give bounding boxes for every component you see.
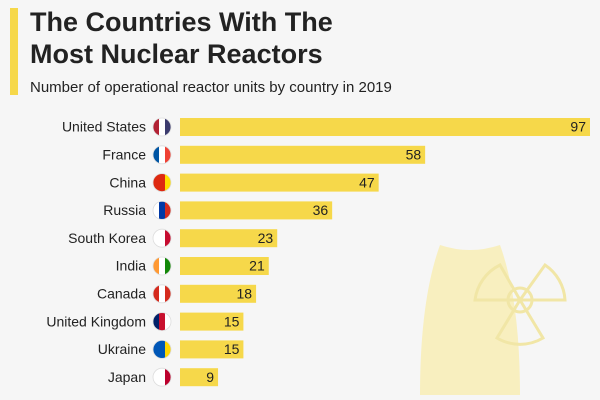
bar <box>180 173 379 192</box>
category-label: France <box>102 147 146 163</box>
flag-stripe <box>159 201 166 220</box>
flag-icon <box>152 173 172 193</box>
flag-stripe <box>153 229 160 248</box>
flag-stripe <box>159 368 166 387</box>
flag-stripe <box>159 118 166 136</box>
flag-stripe <box>159 312 166 331</box>
chart-subtitle: Number of operational reactor units by c… <box>30 79 392 96</box>
value-label: 15 <box>224 341 240 357</box>
flag-icon <box>152 200 172 220</box>
value-label: 15 <box>224 313 240 329</box>
flag-icon <box>152 367 172 387</box>
category-label: Canada <box>97 286 146 302</box>
bar <box>180 257 269 275</box>
flag-stripe <box>153 368 160 387</box>
value-label: 9 <box>206 369 214 385</box>
bar <box>180 312 244 331</box>
accent-bar <box>10 8 18 95</box>
flag-border <box>152 117 172 137</box>
value-label: 47 <box>359 174 375 190</box>
flag-stripe <box>159 284 166 303</box>
flag-icon <box>152 117 172 137</box>
flag-stripe <box>159 257 166 275</box>
flag-border <box>152 367 172 387</box>
category-label: United States <box>62 119 146 135</box>
flag-stripe <box>153 145 160 164</box>
flag-icon <box>152 339 172 359</box>
bar <box>180 340 244 359</box>
flag-stripe <box>165 145 171 164</box>
flag-stripe <box>165 118 171 136</box>
flag-stripe <box>153 257 160 275</box>
category-label: Japan <box>108 369 146 385</box>
flag-icon <box>152 145 172 165</box>
flag-stripe <box>153 312 160 331</box>
flag-stripe <box>165 173 171 192</box>
value-label: 18 <box>237 286 253 302</box>
value-label: 23 <box>258 230 274 246</box>
flag-icon <box>152 312 172 332</box>
flag-icon <box>152 228 172 248</box>
flag-stripe <box>159 173 166 192</box>
bar <box>180 118 590 136</box>
flag-stripe <box>159 229 166 248</box>
flag-border <box>152 312 172 332</box>
chart-title: The Countries With The <box>30 7 333 37</box>
flag-stripe <box>165 201 171 220</box>
chart-title: Most Nuclear Reactors <box>30 39 323 69</box>
flag-stripe <box>153 118 160 136</box>
flag-stripe <box>153 201 160 220</box>
value-label: 36 <box>313 202 329 218</box>
flag-border <box>152 256 172 276</box>
value-label: 21 <box>249 258 265 274</box>
category-label: South Korea <box>68 230 146 246</box>
flag-stripe <box>165 284 171 303</box>
flag-stripe <box>153 340 160 359</box>
value-label: 58 <box>406 147 422 163</box>
bar <box>180 201 333 220</box>
flag-border <box>152 145 172 165</box>
category-label: India <box>116 258 147 274</box>
flag-icon <box>152 284 172 304</box>
bar <box>180 145 426 164</box>
decoration <box>420 245 567 395</box>
flag-border <box>152 200 172 220</box>
category-label: United Kingdom <box>46 313 146 329</box>
flag-stripe <box>159 340 166 359</box>
bar <box>180 229 278 248</box>
flag-border <box>152 284 172 304</box>
flag-stripe <box>165 229 171 248</box>
category-label: Russia <box>103 202 146 218</box>
bar <box>180 284 257 303</box>
value-label: 97 <box>570 119 586 135</box>
flag-stripe <box>153 173 160 192</box>
flag-icon <box>152 256 172 276</box>
category-label: China <box>109 174 146 190</box>
flag-stripe <box>165 257 171 275</box>
flag-stripe <box>165 340 171 359</box>
flag-border <box>152 339 172 359</box>
flag-border <box>152 228 172 248</box>
bar <box>180 368 219 387</box>
category-label: Ukraine <box>98 341 146 357</box>
flag-stripe <box>153 284 160 303</box>
flag-stripe <box>159 145 166 164</box>
flag-stripe <box>165 368 171 387</box>
flag-stripe <box>165 312 171 331</box>
flag-border <box>152 173 172 193</box>
